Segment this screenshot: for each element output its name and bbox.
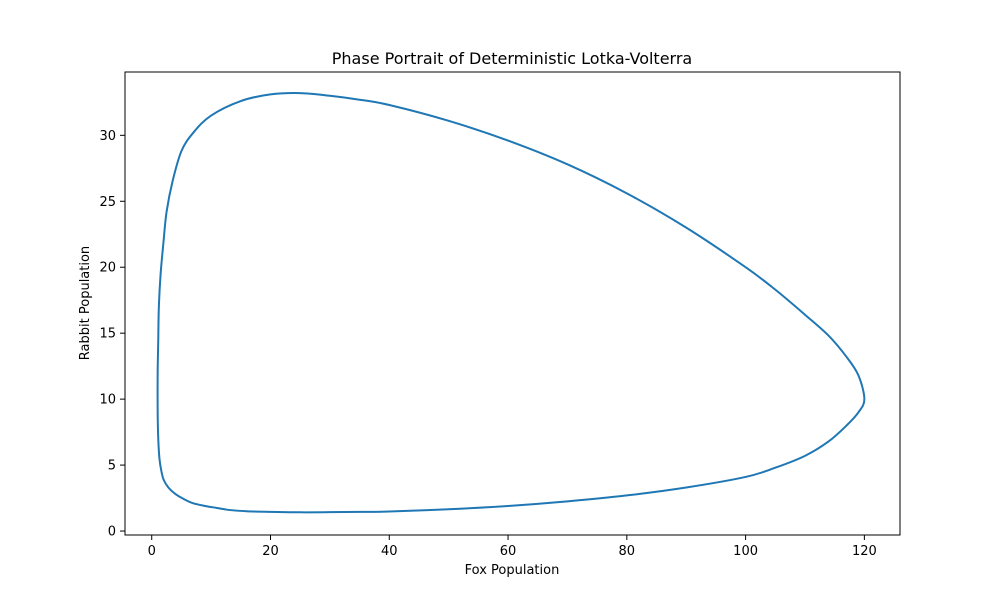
- axis-ticks: 0 20 40 60 80 100 120 0 5 10 15 20 25 30: [99, 129, 876, 559]
- x-tick-label: 80: [619, 544, 636, 559]
- x-tick-label: 120: [852, 544, 877, 559]
- y-tick-label: 15: [99, 327, 116, 342]
- series-line: [156, 92, 866, 514]
- x-tick-label: 20: [262, 544, 279, 559]
- y-tick-label: 25: [99, 195, 116, 210]
- axes-frame: [124, 71, 901, 536]
- y-tick-label: 0: [108, 525, 116, 540]
- y-tick-label: 30: [99, 129, 116, 144]
- y-tick-label: 20: [99, 261, 116, 276]
- x-axis-title: Fox Population: [465, 563, 560, 578]
- x-tick-label: 60: [500, 544, 517, 559]
- x-tick-label: 0: [148, 544, 156, 559]
- chart-title: Phase Portrait of Deterministic Lotka-Vo…: [332, 49, 692, 68]
- y-axis-title: Rabbit Population: [78, 246, 93, 360]
- y-tick-label: 5: [108, 459, 116, 474]
- x-tick-label: 40: [381, 544, 398, 559]
- x-tick-label: 100: [733, 544, 758, 559]
- y-tick-label: 10: [99, 393, 116, 408]
- plot-area: [156, 92, 866, 514]
